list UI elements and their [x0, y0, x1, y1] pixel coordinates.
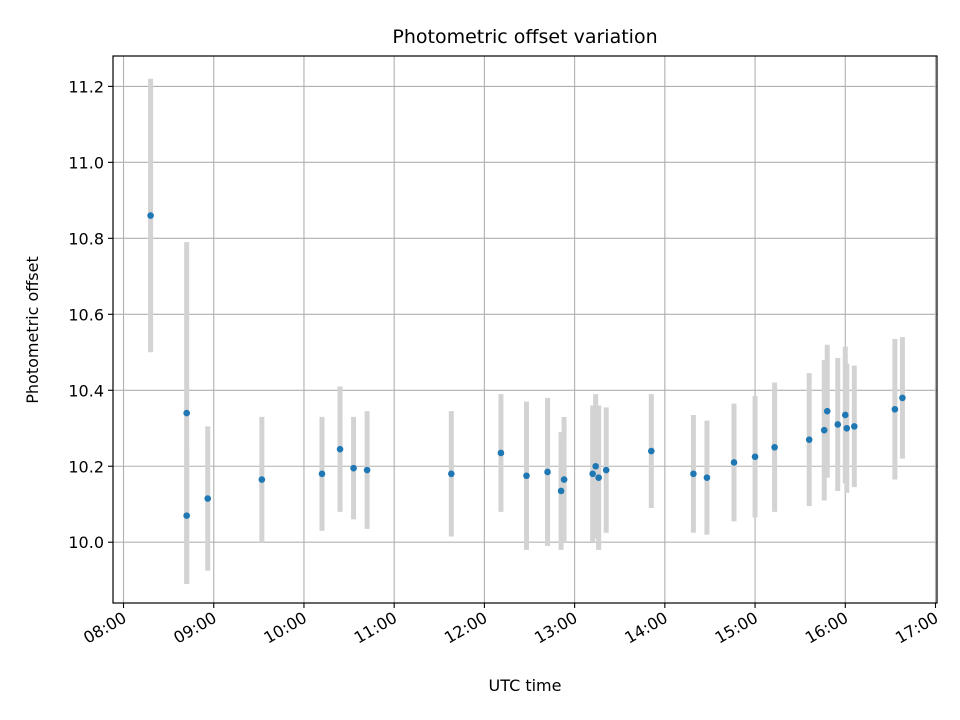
data-point — [850, 423, 858, 430]
y-tick-label: 10.6 — [68, 305, 104, 324]
data-point — [557, 487, 565, 495]
data-point — [544, 468, 551, 476]
data-point — [771, 443, 778, 451]
y-tick-label: 10.4 — [68, 381, 104, 400]
data-point — [363, 466, 371, 474]
data-point — [183, 512, 190, 519]
data-point — [147, 212, 154, 219]
data-point — [648, 447, 655, 455]
y-tick-label: 10.8 — [68, 229, 104, 248]
data-point — [751, 453, 759, 461]
data-point — [891, 405, 899, 413]
data-point — [843, 424, 851, 432]
data-point — [318, 470, 326, 478]
data-point — [258, 476, 266, 483]
data-point — [589, 470, 596, 478]
data-point — [820, 426, 828, 434]
data-point — [730, 459, 738, 466]
data-point — [690, 470, 697, 478]
data-points — [147, 212, 906, 519]
data-point — [350, 464, 357, 472]
plot-frame — [112, 55, 938, 604]
y-tick-label: 11.2 — [68, 77, 104, 96]
data-point — [523, 472, 530, 480]
data-point — [204, 495, 212, 502]
data-point — [899, 394, 906, 402]
data-point — [560, 476, 568, 483]
y-axis-ticks: 10.0 10.2 10.4 10.6 10.8 11.0 11.2 — [68, 77, 113, 552]
chart-title: Photometric offset variation — [392, 26, 657, 48]
data-point — [592, 462, 599, 470]
x-axis-label: UTC time — [489, 676, 562, 695]
data-point — [834, 421, 842, 428]
data-point — [823, 407, 831, 415]
data-point — [805, 436, 813, 443]
data-point — [595, 474, 602, 481]
y-tick-label: 10.2 — [68, 457, 104, 476]
data-point — [497, 449, 505, 457]
data-point — [841, 411, 849, 419]
data-point — [703, 474, 711, 481]
data-point — [336, 445, 344, 453]
y-axis-label: Photometric offset — [23, 256, 42, 404]
y-tick-label: 10.0 — [68, 533, 104, 552]
data-point — [183, 409, 190, 417]
data-point — [602, 466, 610, 474]
y-tick-label: 11.0 — [68, 153, 104, 172]
data-point — [448, 470, 455, 478]
